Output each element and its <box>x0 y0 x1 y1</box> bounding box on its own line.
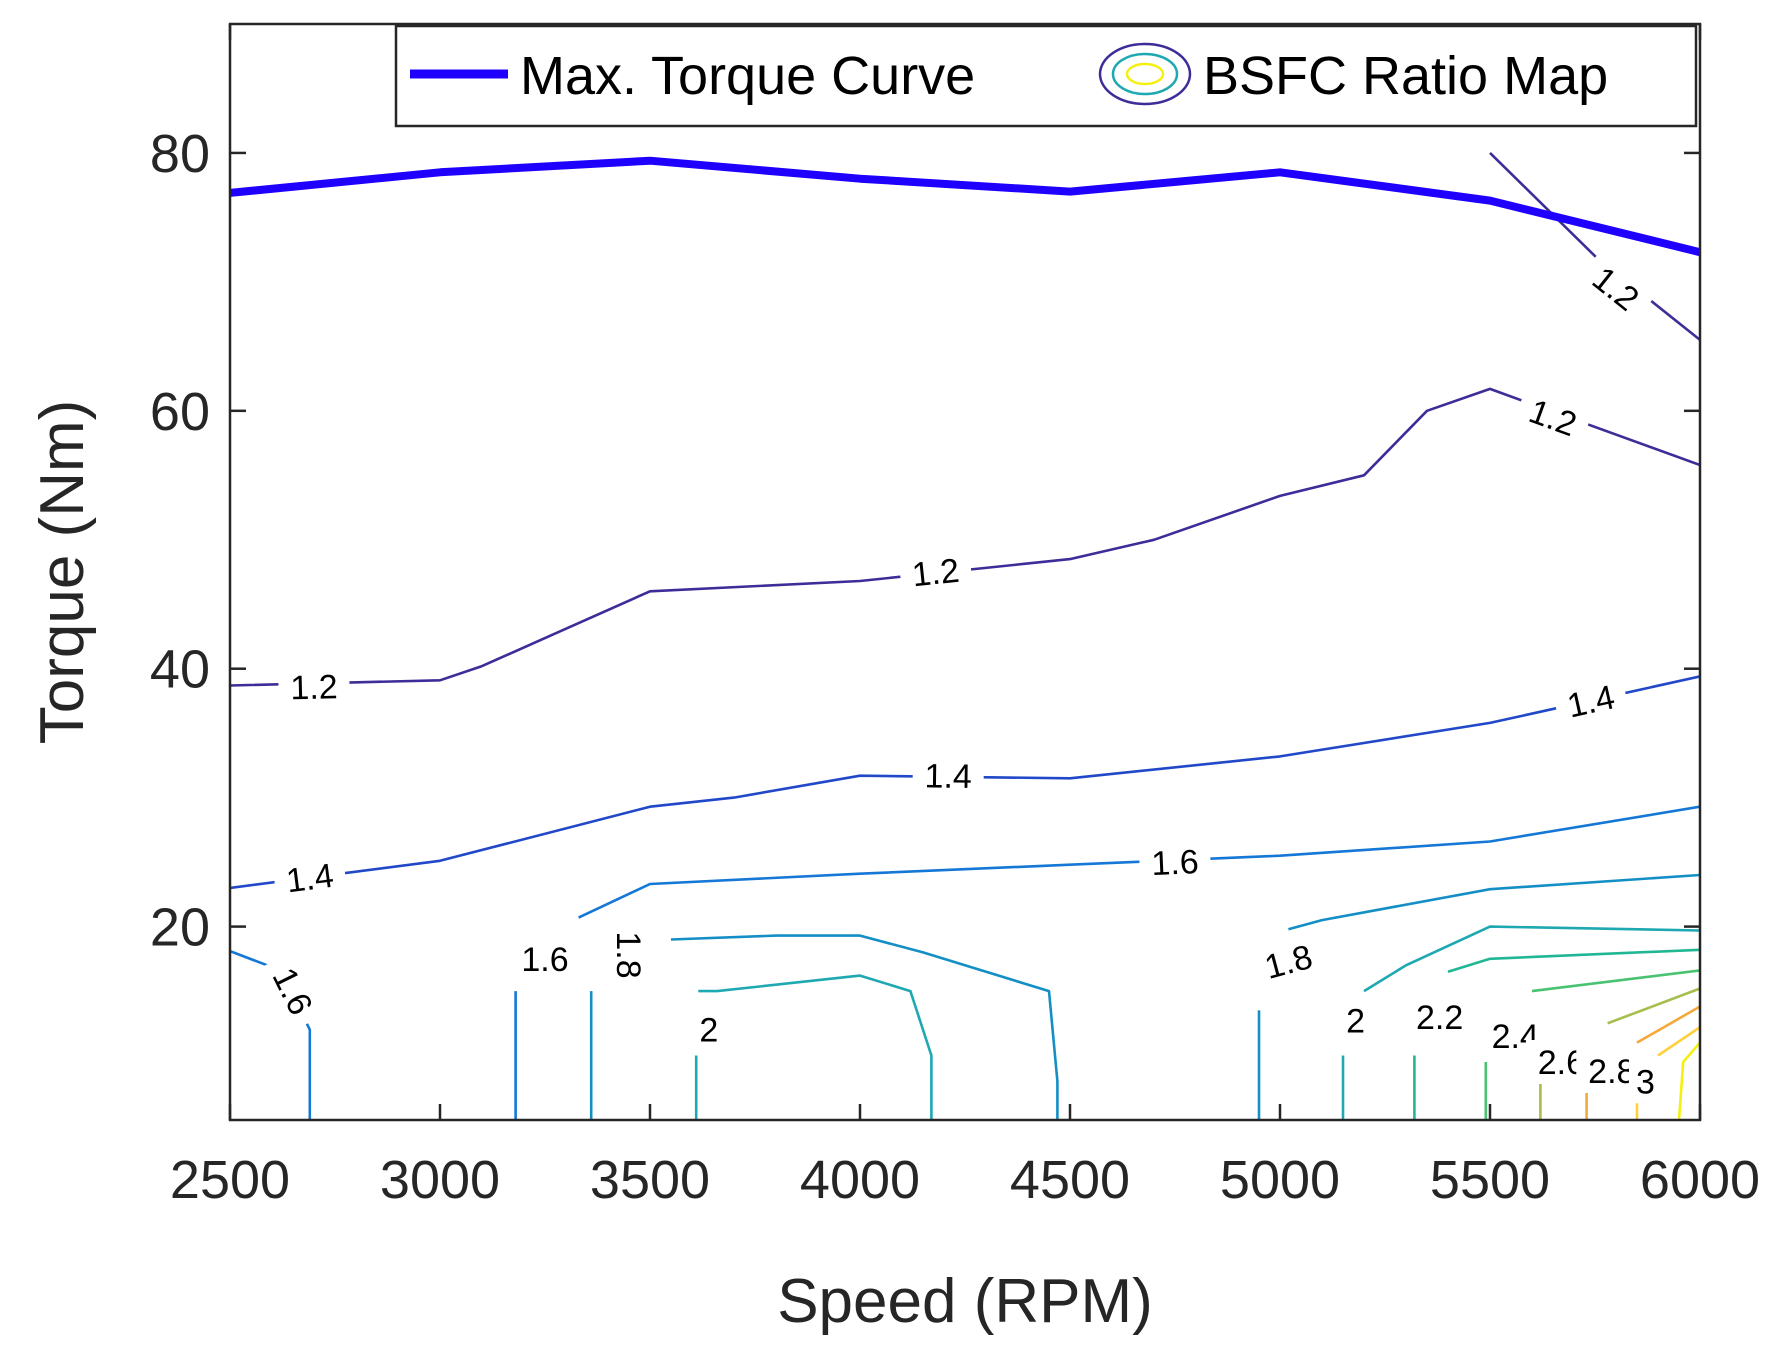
contour-label: 2 <box>699 1012 718 1050</box>
contour-line-2.8 <box>1636 1005 1700 1044</box>
contour-line-1.6 <box>578 805 1700 919</box>
plot-frame <box>228 22 1702 1122</box>
contour-label-bg <box>1512 384 1594 451</box>
contour-line-1.2 <box>230 387 1700 687</box>
x-tick-label: 5500 <box>1430 1150 1550 1210</box>
contour-label-layer: 1.21.21.21.21.41.41.41.61.61.61.8 1.82 2 2.… <box>257 248 1662 1104</box>
contour-line-2.6 <box>1607 987 1700 1025</box>
contour-label: 1.6 <box>521 941 568 979</box>
contour-label: 1.2 <box>290 668 338 707</box>
contour-label: 1.8 <box>609 931 647 978</box>
x-tick-label: 2500 <box>170 1150 290 1210</box>
legend-contour-swatch <box>1098 42 1192 106</box>
contour-line-2 <box>698 974 933 1120</box>
x-tick-label: 3000 <box>380 1150 500 1210</box>
contour-line-2.4 <box>1531 969 1700 993</box>
legend-box <box>394 24 1698 128</box>
x-tick-label: 3500 <box>590 1150 710 1210</box>
contour-label-bg <box>1248 930 1329 992</box>
y-axis-title: Torque (Nm) <box>28 400 97 745</box>
contour-label-bg <box>1339 998 1373 1043</box>
contour-label-bg <box>607 919 651 991</box>
contour-label-bg <box>897 546 974 598</box>
contour-label: 1.4 <box>284 857 336 901</box>
x-tick-label: 6000 <box>1640 1150 1760 1210</box>
y-tick-label: 40 <box>150 640 210 700</box>
legend-label-max-torque: Max. Torque Curve <box>520 46 975 106</box>
contour-label-bg <box>1404 994 1476 1039</box>
contour-line-1.2 <box>1489 151 1700 341</box>
y-tick-label: 60 <box>150 382 210 442</box>
contour-label: 2.2 <box>1416 999 1463 1037</box>
contour-line-1.4 <box>230 675 1700 890</box>
contour-label: 3 <box>1636 1063 1655 1101</box>
y-tick-label: 80 <box>150 124 210 184</box>
contour-label-bg <box>1574 248 1658 328</box>
contour-label-bg <box>1138 838 1212 886</box>
contour-line-2 <box>1363 925 1700 993</box>
contour-label: 1.4 <box>924 757 972 796</box>
contour-label: 2 <box>1346 1003 1365 1041</box>
x-axis-title: Speed (RPM) <box>777 1267 1153 1336</box>
contour-label: 1.2 <box>910 552 961 595</box>
contour-line-1.8 <box>1288 873 1700 931</box>
contour-line-3.2 <box>1677 1041 1700 1120</box>
contour-line-3 <box>1657 1026 1700 1057</box>
contour-line-1.8 <box>670 934 1059 1120</box>
tick-label-layer: 2500 3000 3500 4000 4500 5000 5500 6000 20 40 60 80 <box>150 124 1760 1210</box>
contour-label-bg <box>1551 671 1631 731</box>
x-tick-label: 4000 <box>800 1150 920 1210</box>
contour-label-bg <box>271 851 348 904</box>
contour-label: 2.8 <box>1588 1053 1635 1091</box>
x-tick-label: 4500 <box>1010 1150 1130 1210</box>
x-tick-label: 5000 <box>1220 1150 1340 1210</box>
contour-label-bg <box>912 753 984 799</box>
contour-label: 1.6 <box>1151 843 1200 883</box>
contour-line-2.2 <box>1447 948 1700 973</box>
legend: Max. Torque Curve BSFC Ratio Map <box>394 24 1698 128</box>
series-layer <box>230 156 1700 257</box>
contour-layer <box>230 151 1700 1120</box>
contour-label-bg <box>257 949 329 1033</box>
contour-label-bg <box>509 936 581 981</box>
y-tick-label: 20 <box>150 898 210 958</box>
max-torque-curve <box>230 156 1700 257</box>
contour-label-bg <box>1628 1059 1662 1104</box>
legend-label-bsfc-map: BSFC Ratio Map <box>1203 46 1608 106</box>
contour-label-bg <box>692 1007 726 1052</box>
contour-label-bg <box>277 663 351 710</box>
